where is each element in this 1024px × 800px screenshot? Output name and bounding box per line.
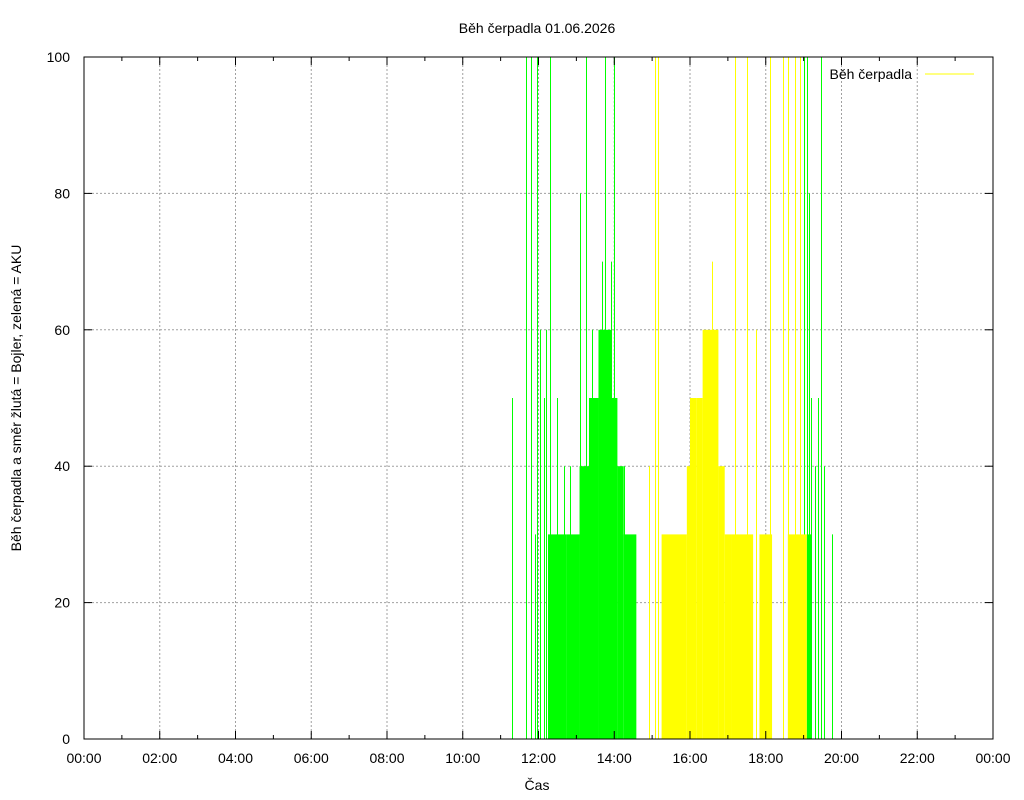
x-tick-label: 22:00: [900, 750, 935, 766]
x-axis-label: Čas: [525, 777, 550, 793]
y-tick-label: 80: [54, 185, 70, 201]
yellow-run-bar: [661, 534, 687, 739]
x-tick-label: 14:00: [597, 750, 632, 766]
y-tick-label: 60: [54, 322, 70, 338]
yellow-run-bar: [686, 466, 690, 739]
x-tick-label: 12:00: [521, 750, 556, 766]
y-axis-tick-labels: 0 20 40 60 80 100: [47, 49, 71, 747]
x-tick-label: 16:00: [672, 750, 707, 766]
green-run-bar: [617, 466, 624, 739]
green-run-bar: [598, 329, 612, 739]
green-run-bar: [566, 534, 580, 739]
x-tick-label: 04:00: [218, 750, 253, 766]
plot-area: [512, 57, 833, 739]
x-tick-label: 00:00: [66, 750, 101, 766]
green-run-bar: [623, 534, 637, 739]
x-axis-tick-labels: 00:00 02:00 04:00 06:00 08:00 10:00 12:00 14:00…: [66, 750, 1010, 766]
x-tick-label: 10:00: [445, 750, 480, 766]
y-tick-label: 20: [54, 595, 70, 611]
axis-ticks: [83, 56, 994, 740]
yellow-run-bar: [759, 534, 773, 739]
y-axis-label: Běh čerpadla a směr žlutá = Bojler, zele…: [8, 245, 24, 552]
y-tick-label: 0: [62, 731, 70, 747]
yellow-run-bar: [702, 329, 719, 739]
x-tick-label: 08:00: [369, 750, 404, 766]
green-run-bar: [589, 398, 599, 739]
yellow-run-bar: [690, 398, 697, 739]
yellow-run-bar: [787, 534, 807, 739]
legend-label: Běh čerpadla: [829, 66, 912, 82]
chart-title: Běh čerpadla 01.06.2026: [459, 20, 616, 36]
yellow-run-bar: [696, 398, 703, 739]
x-tick-label: 20:00: [824, 750, 859, 766]
yellow-run-bar: [718, 466, 725, 739]
x-tick-label: 02:00: [142, 750, 177, 766]
x-tick-label: 18:00: [748, 750, 783, 766]
yellow-run-bar: [731, 534, 754, 739]
y-tick-label: 100: [47, 49, 71, 65]
x-tick-label: 06:00: [294, 750, 329, 766]
grid-lines: [84, 57, 993, 739]
yellow-run-bar: [724, 534, 732, 739]
x-tick-label: 00:00: [975, 750, 1010, 766]
y-tick-label: 40: [54, 458, 70, 474]
green-run-bar: [579, 466, 589, 739]
legend: Běh čerpadla: [829, 66, 974, 82]
